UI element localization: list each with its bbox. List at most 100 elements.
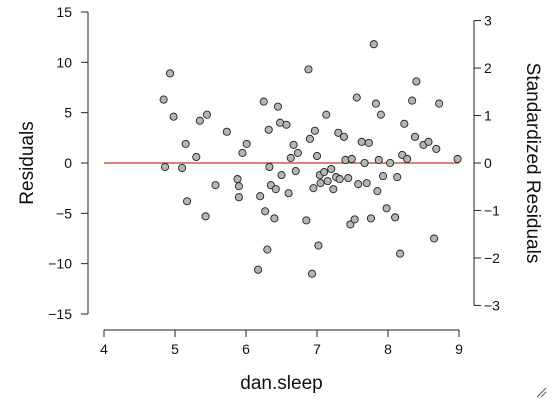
y-tick-label: 10 — [56, 54, 72, 70]
right-y-tick-label: −3 — [484, 297, 500, 313]
data-point — [391, 213, 400, 222]
data-point — [165, 69, 175, 78]
right-y-tick-label: 1 — [484, 108, 492, 124]
data-point — [400, 119, 409, 128]
x-tick-label: 5 — [171, 341, 179, 357]
data-point — [264, 125, 273, 134]
data-point — [350, 215, 359, 224]
data-point — [378, 172, 388, 181]
data-point — [265, 162, 274, 172]
x-tick-label: 9 — [455, 341, 463, 357]
data-point — [310, 126, 319, 135]
data-point — [222, 127, 231, 136]
data-point — [178, 163, 187, 173]
data-point — [282, 120, 291, 129]
data-point — [432, 144, 441, 153]
data-point — [320, 168, 329, 177]
data-point — [309, 184, 318, 193]
right-y-ticks: −3 −2 −1 0 1 2 3 — [474, 13, 500, 313]
data-point — [373, 187, 382, 196]
data-point — [403, 154, 412, 164]
data-points — [159, 40, 462, 278]
data-point — [233, 175, 242, 184]
x-tick-label: 6 — [242, 341, 250, 357]
data-point — [201, 212, 210, 221]
data-point — [386, 158, 395, 168]
y-tick-label: −15 — [48, 306, 72, 322]
x-tick-label: 8 — [384, 341, 392, 357]
data-point — [354, 180, 363, 189]
data-point — [259, 97, 268, 106]
data-point — [344, 174, 353, 183]
data-point — [453, 154, 462, 164]
y-tick-label: 15 — [56, 4, 72, 20]
data-point — [273, 102, 283, 111]
right-y-tick-label: 0 — [484, 155, 492, 171]
y-tick-label: 5 — [64, 105, 72, 121]
data-point — [169, 112, 178, 121]
data-point — [277, 171, 286, 180]
right-y-tick-label: −2 — [484, 250, 500, 266]
right-y-tick-label: 3 — [484, 13, 492, 29]
y-tick-label: 0 — [64, 155, 72, 171]
data-point — [374, 155, 383, 165]
data-point — [347, 154, 356, 164]
right-y-tick-label: −1 — [484, 202, 500, 218]
data-point — [312, 151, 322, 161]
data-point — [323, 177, 332, 186]
data-point — [304, 65, 313, 74]
data-point — [329, 185, 338, 194]
data-point — [314, 241, 323, 250]
data-point — [357, 137, 366, 146]
right-y-tick-label: 2 — [484, 60, 492, 76]
data-point — [289, 140, 298, 149]
data-point — [159, 95, 168, 104]
data-point — [305, 134, 314, 143]
data-point — [366, 214, 376, 223]
data-point — [376, 110, 385, 119]
data-point — [334, 128, 343, 137]
data-point — [435, 99, 444, 108]
x-tick-label: 7 — [313, 341, 321, 357]
data-point — [286, 153, 295, 163]
data-point — [254, 265, 263, 274]
y-ticks: −15 −10 −5 0 5 10 15 — [48, 4, 88, 322]
data-point — [202, 110, 211, 119]
data-point — [263, 245, 272, 254]
resize-grip-icon[interactable] — [535, 386, 547, 398]
y-axis-title: Residuals — [17, 121, 38, 204]
data-point — [161, 162, 170, 172]
x-ticks: 4 5 6 7 8 9 — [100, 330, 463, 357]
data-point — [339, 132, 349, 141]
axes — [87, 12, 475, 331]
data-point — [302, 216, 311, 225]
data-point — [364, 138, 373, 147]
data-point — [270, 214, 279, 223]
data-point — [352, 93, 361, 102]
data-point — [408, 96, 417, 105]
data-point — [371, 99, 380, 108]
data-point — [211, 181, 220, 190]
data-point — [369, 40, 378, 49]
data-point — [183, 197, 192, 206]
data-point — [424, 137, 433, 146]
data-point — [234, 182, 243, 191]
data-point — [346, 220, 355, 229]
data-point — [322, 110, 331, 119]
data-point — [293, 148, 302, 157]
data-point — [410, 132, 420, 141]
x-tick-label: 4 — [100, 341, 108, 357]
data-point — [238, 148, 247, 157]
data-point — [307, 269, 317, 278]
y-tick-label: −10 — [48, 256, 72, 272]
data-point — [261, 207, 270, 216]
x-axis-title: dan.sleep — [240, 373, 322, 394]
data-point — [271, 185, 280, 194]
data-point — [393, 173, 402, 182]
data-point — [256, 192, 265, 201]
data-point — [242, 139, 251, 148]
data-point — [284, 189, 293, 198]
y-tick-label: −5 — [56, 205, 72, 221]
data-point — [316, 179, 325, 188]
